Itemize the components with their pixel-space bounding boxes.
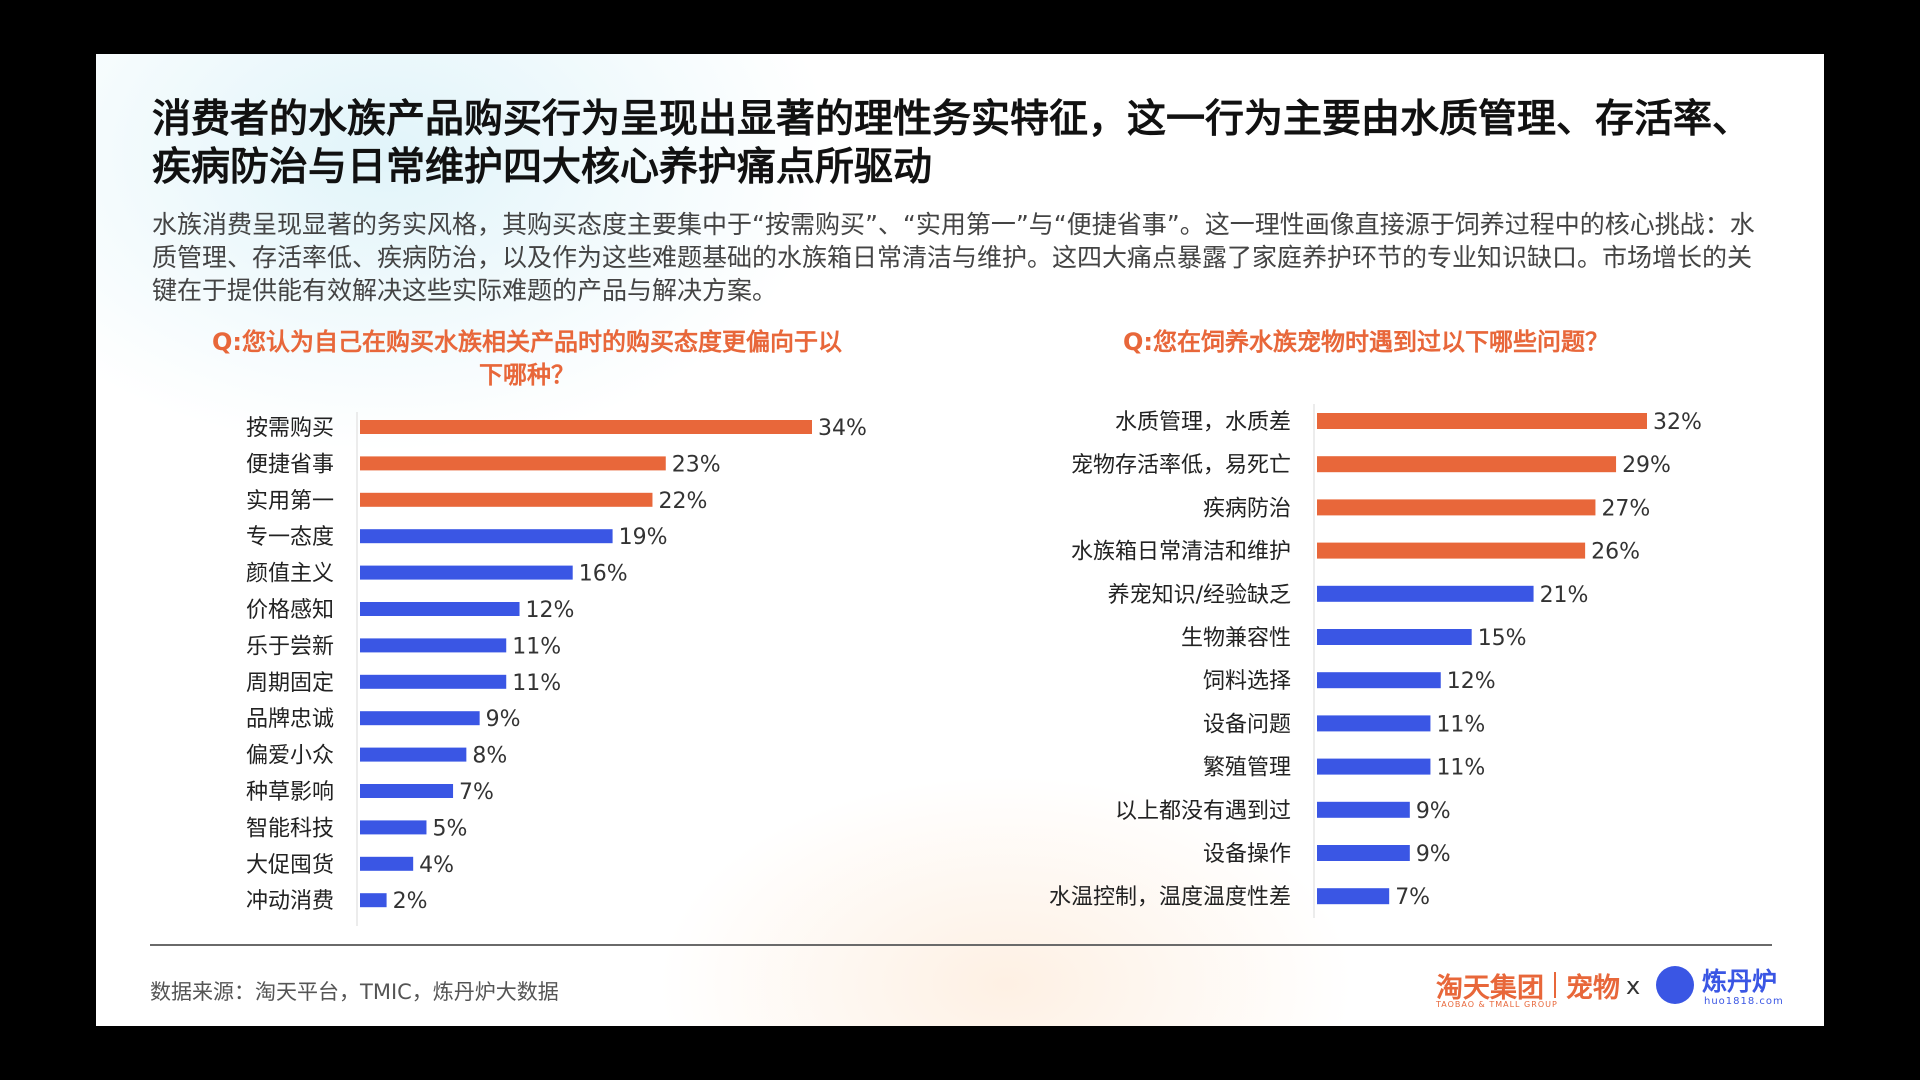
left-value-label: 16% — [579, 562, 628, 587]
left-category-label: 颜值主义 — [246, 562, 334, 587]
left-bar-chart: 按需购买 34% 便捷省事 23% 实用第一 22% 专一态度 19% 颜值主义 16% 价格感知 1… — [246, 416, 867, 914]
right-bar — [1317, 413, 1647, 429]
right-bar — [1317, 499, 1596, 516]
right-value-label: 12% — [1447, 669, 1496, 694]
right-category-label: 以上都没有遇到过 — [1115, 799, 1291, 824]
liandanlu-logo-icon — [1656, 966, 1694, 1004]
brand-x-mark: x — [1626, 972, 1641, 1000]
left-value-label: 4% — [419, 853, 454, 878]
left-bar — [360, 893, 387, 908]
right-category-label: 饲料选择 — [1203, 669, 1291, 694]
right-value-label: 9% — [1416, 842, 1451, 867]
left-bar — [360, 456, 666, 471]
left-bar — [360, 529, 613, 544]
footer-divider — [150, 944, 1772, 946]
taotian-group-logo-subtext: TAOBAO & TMALL GROUP — [1436, 1000, 1558, 1009]
liandanlu-logo-text: 炼丹炉 — [1702, 967, 1778, 996]
left-category-label: 智能科技 — [246, 816, 334, 841]
right-value-label: 26% — [1591, 540, 1640, 565]
left-category-label: 大促囤货 — [246, 853, 334, 878]
right-value-label: 7% — [1395, 885, 1430, 910]
right-category-label: 水质管理，水质差 — [1115, 410, 1291, 435]
intro-paragraph: 水族消费呈现显著的务实风格，其购买态度主要集中于“按需购买”、“实用第一”与“便… — [152, 210, 1755, 305]
taotian-group-logo-text: 淘天集团 — [1436, 973, 1544, 1004]
left-category-label: 实用第一 — [246, 489, 334, 514]
left-value-label: 2% — [393, 889, 428, 914]
report-slide: 消费者的水族产品购买行为呈现出显著的理性务实特征，这一行为主要由水质管理、存活率… — [96, 54, 1824, 1026]
right-bar-chart: 水质管理，水质差 32% 宠物存活率低，易死亡 29% 疾病防治 27% 水族箱日常清洁和维… — [1049, 410, 1702, 910]
right-value-label: 11% — [1436, 756, 1485, 781]
left-category-label: 偏爱小众 — [246, 744, 334, 769]
left-bar — [360, 674, 507, 689]
right-bar — [1317, 456, 1617, 473]
left-bar — [360, 820, 427, 835]
left-bar — [360, 747, 467, 762]
bar-charts: 按需购买 34% 便捷省事 23% 实用第一 22% 专一态度 19% 颜值主义 16% 价格感知 1… — [246, 404, 1702, 926]
left-category-label: 周期固定 — [246, 671, 334, 696]
right-chart-title: Q:您在饲养水族宠物时遇到过以下哪些问题？ — [1123, 328, 1609, 356]
right-category-label: 生物兼容性 — [1181, 626, 1291, 651]
right-bar — [1317, 845, 1410, 861]
left-bar — [360, 784, 454, 798]
left-bar — [360, 711, 480, 726]
right-value-label: 21% — [1540, 583, 1589, 608]
right-value-label: 29% — [1622, 453, 1671, 478]
right-bar — [1317, 542, 1586, 559]
right-category-label: 水温控制，温度温度性差 — [1049, 885, 1291, 910]
right-value-label: 11% — [1436, 712, 1485, 737]
left-bar — [360, 420, 812, 434]
left-chart-title: Q:您认为自己在购买水族相关产品时的购买态度更偏向于以下哪种？ — [212, 328, 842, 389]
left-value-label: 8% — [472, 744, 507, 769]
left-category-label: 种草影响 — [246, 780, 334, 805]
right-value-label: 27% — [1601, 496, 1650, 521]
left-bar — [360, 638, 507, 653]
brand-separator — [1554, 972, 1556, 998]
left-category-label: 便捷省事 — [246, 452, 334, 477]
right-category-label: 疾病防治 — [1203, 496, 1291, 521]
left-bar — [360, 565, 573, 580]
left-value-label: 12% — [526, 598, 575, 623]
right-bar — [1317, 585, 1534, 602]
left-value-label: 5% — [432, 816, 467, 841]
right-value-label: 32% — [1653, 410, 1702, 435]
right-category-label: 养宠知识/经验缺乏 — [1108, 583, 1291, 608]
page-title: 消费者的水族产品购买行为呈现出显著的理性务实特征，这一行为主要由水质管理、存活率… — [152, 97, 1752, 190]
right-value-label: 15% — [1478, 626, 1527, 651]
right-category-label: 宠物存活率低，易死亡 — [1071, 453, 1291, 478]
liandanlu-logo-subtext: huo1818.com — [1704, 996, 1784, 1007]
right-bar — [1317, 715, 1431, 732]
right-bar — [1317, 629, 1472, 645]
right-category-label: 水族箱日常清洁和维护 — [1071, 540, 1291, 565]
left-value-label: 19% — [619, 525, 668, 550]
right-value-label: 9% — [1416, 799, 1451, 824]
left-bar — [360, 602, 520, 616]
left-value-label: 11% — [512, 671, 561, 696]
left-bar — [360, 492, 653, 507]
left-value-label: 23% — [672, 452, 721, 477]
left-category-label: 专一态度 — [246, 525, 334, 550]
left-value-label: 11% — [512, 634, 561, 659]
right-category-label: 设备操作 — [1203, 842, 1291, 867]
left-value-label: 22% — [658, 489, 707, 514]
right-bar — [1317, 801, 1410, 818]
left-value-label: 9% — [486, 707, 521, 732]
right-category-label: 繁殖管理 — [1203, 756, 1291, 781]
left-category-label: 品牌忠诚 — [246, 707, 334, 732]
right-bar — [1317, 672, 1441, 689]
left-category-label: 按需购买 — [246, 416, 334, 441]
pet-brand-text: 宠物 — [1566, 973, 1620, 1004]
left-value-label: 7% — [459, 780, 494, 805]
data-source-note: 数据来源：淘天平台，TMIC，炼丹炉大数据 — [150, 980, 559, 1004]
right-category-label: 设备问题 — [1203, 712, 1291, 737]
left-category-label: 冲动消费 — [246, 889, 334, 914]
left-category-label: 乐于尝新 — [246, 634, 334, 659]
right-bar — [1317, 888, 1390, 905]
left-value-label: 34% — [818, 416, 867, 441]
left-category-label: 价格感知 — [246, 598, 334, 623]
right-bar — [1317, 758, 1431, 775]
left-bar — [360, 856, 414, 871]
